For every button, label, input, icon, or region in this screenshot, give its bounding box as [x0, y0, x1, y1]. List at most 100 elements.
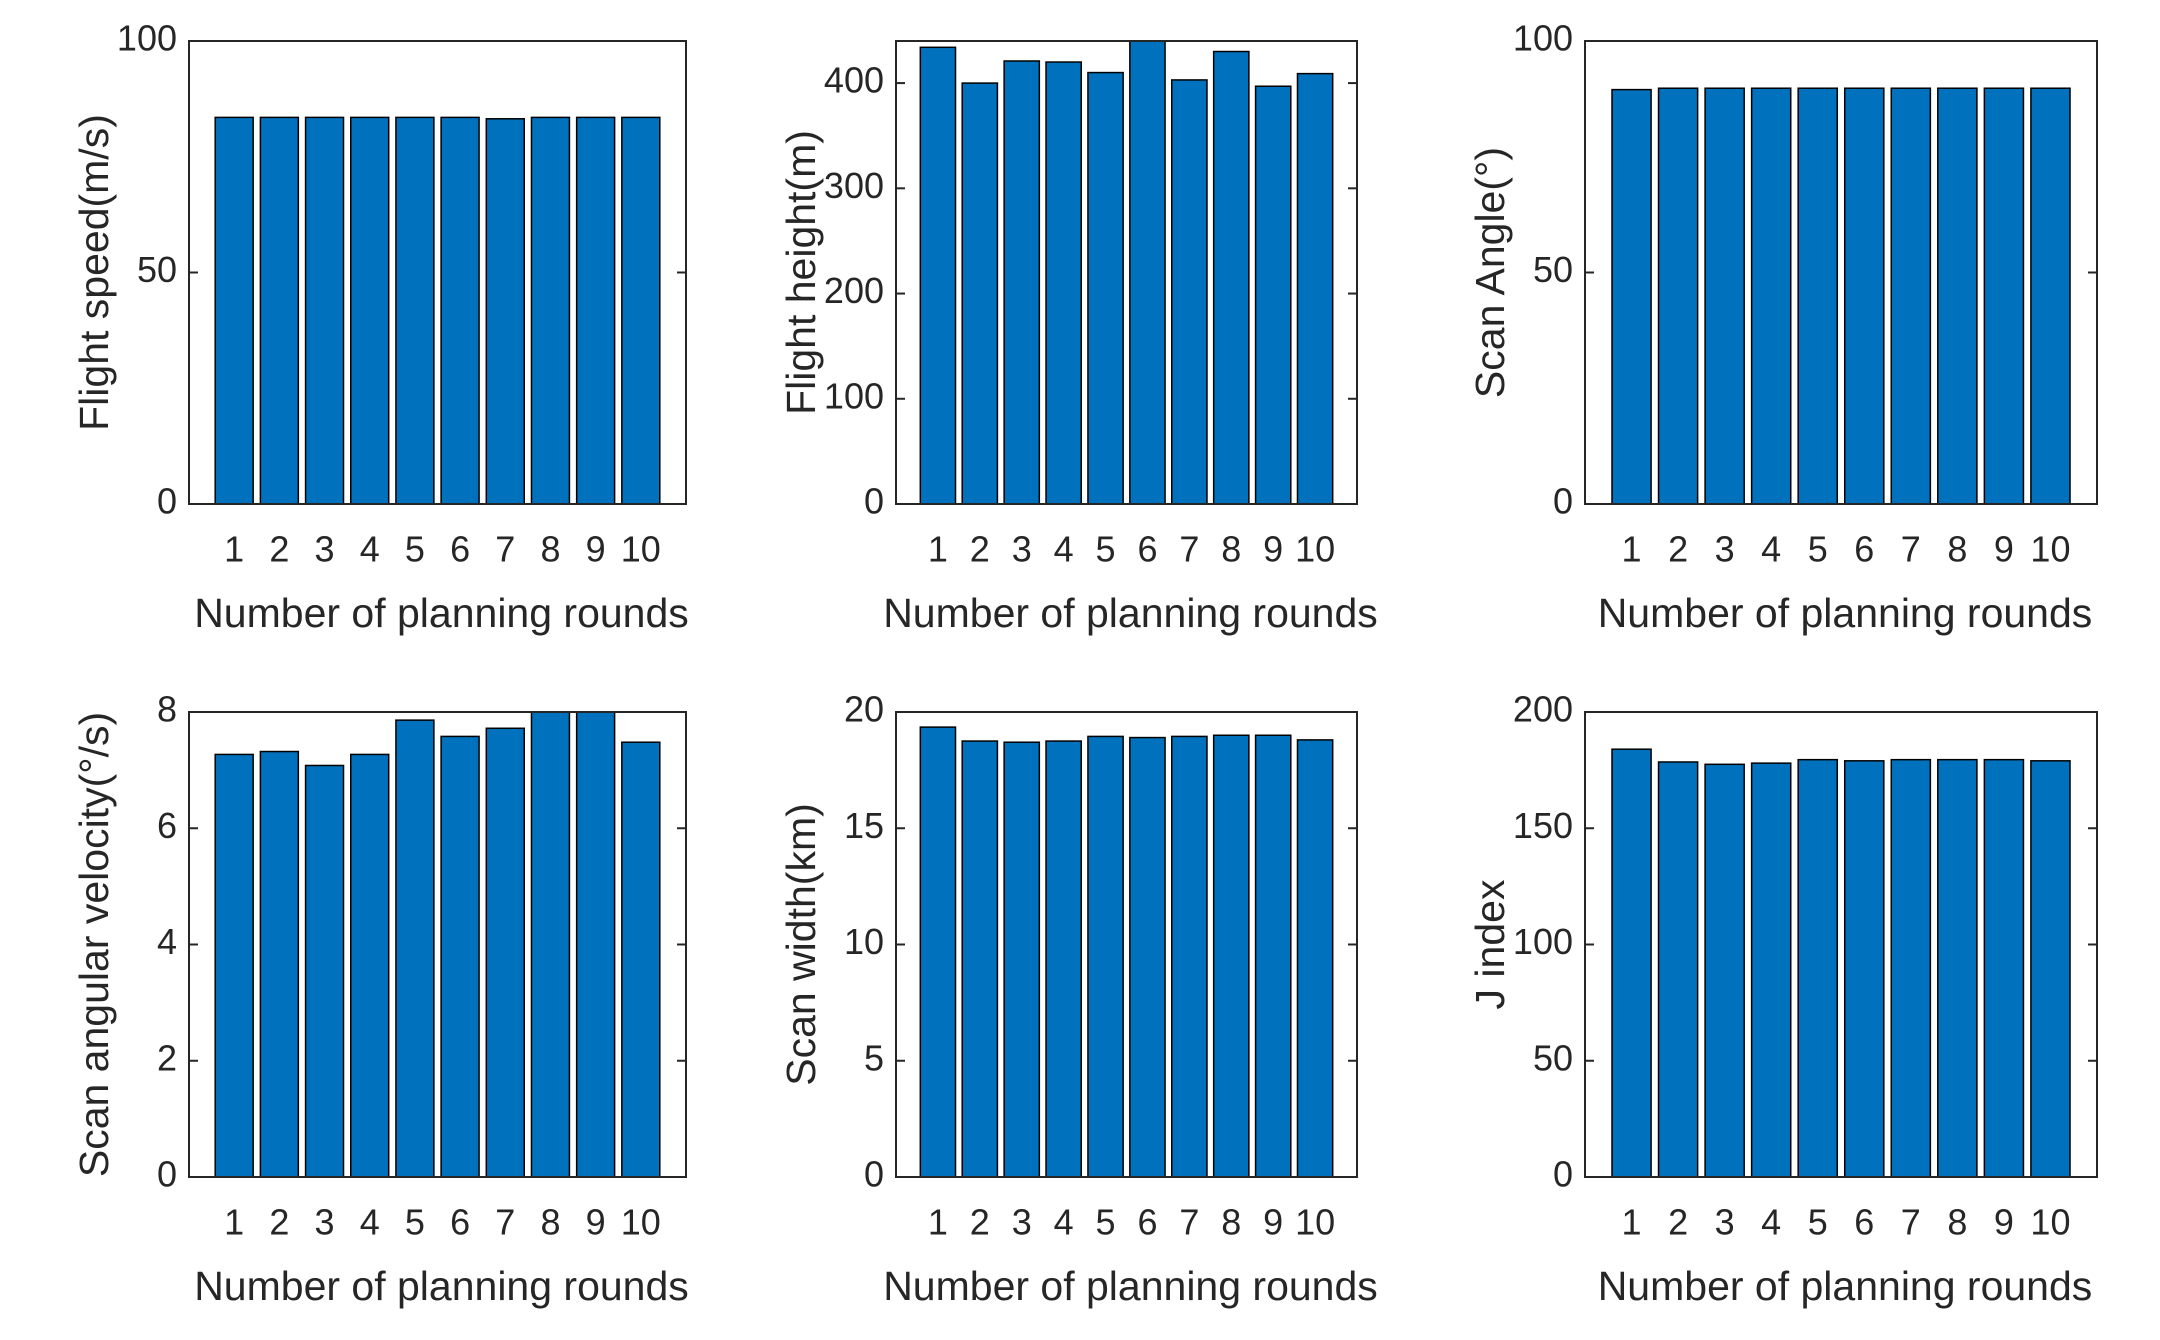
x-tick-label: 9	[1263, 529, 1283, 570]
bar	[1296, 72, 1334, 504]
x-tick-label: 8	[540, 1202, 560, 1243]
bar	[961, 740, 999, 1177]
y-tick-label: 0	[1553, 1154, 1573, 1195]
bar	[1129, 41, 1166, 504]
bar	[1843, 87, 1885, 504]
bar	[1750, 87, 1792, 504]
bar	[1797, 87, 1839, 504]
bar	[919, 46, 957, 504]
x-tick-label: 4	[360, 1202, 380, 1243]
y-tick-label: 300	[824, 165, 884, 206]
bar	[395, 719, 435, 1177]
bar	[961, 82, 999, 504]
x-tick-label: 4	[1761, 529, 1781, 570]
bar	[1657, 761, 1699, 1177]
bar	[259, 116, 300, 504]
x-tick-label: 10	[1295, 1202, 1335, 1243]
x-tick-label: 10	[621, 529, 661, 570]
bar	[1087, 735, 1124, 1177]
x-axis-label: Number of planning rounds	[194, 1263, 689, 1309]
x-tick-label: 5	[1096, 1202, 1116, 1243]
y-tick-label: 100	[117, 18, 177, 59]
bar	[1045, 61, 1082, 504]
x-tick-label: 7	[1901, 1202, 1921, 1243]
bar	[1611, 748, 1652, 1177]
bar	[2030, 87, 2071, 504]
y-tick-label: 150	[1513, 805, 1573, 846]
y-tick-label: 200	[824, 270, 884, 311]
chart-panel: 0 100 200 300 400 1 2 3 4 5 6 7 8 9 10 Number of planni…	[778, 40, 1378, 636]
x-tick-label: 8	[1221, 1202, 1241, 1243]
bar	[1937, 758, 1978, 1177]
x-tick-label: 2	[269, 529, 289, 570]
bar	[1750, 762, 1792, 1177]
x-tick-label: 6	[1137, 1202, 1157, 1243]
y-tick-label: 15	[844, 805, 884, 846]
plot-area	[1611, 87, 2071, 504]
bar	[1890, 758, 1932, 1177]
bar	[1704, 87, 1745, 504]
bar	[2030, 760, 2071, 1177]
x-tick-label: 7	[1901, 529, 1921, 570]
y-tick-label: 0	[864, 481, 884, 522]
x-tick-label: 3	[315, 529, 335, 570]
x-tick-label: 1	[1622, 529, 1642, 570]
x-axis-label: Number of planning rounds	[194, 590, 689, 636]
bar	[1890, 87, 1932, 504]
plot-area	[214, 116, 661, 504]
bar	[1171, 735, 1208, 1177]
bar	[395, 116, 435, 504]
x-tick-label: 6	[1854, 1202, 1874, 1243]
bar	[214, 116, 254, 504]
y-tick-label: 4	[157, 921, 177, 962]
bar	[1843, 760, 1885, 1177]
x-tick-label: 8	[540, 529, 560, 570]
y-axis-label: Scan Angle(°)	[1467, 147, 1513, 398]
x-tick-label: 2	[970, 1202, 990, 1243]
x-tick-label: 7	[495, 529, 515, 570]
bar	[1003, 741, 1041, 1177]
y-tick-label: 8	[157, 689, 177, 730]
plot-area	[1611, 748, 2071, 1177]
x-tick-label: 1	[1622, 1202, 1642, 1243]
x-tick-label: 1	[224, 529, 244, 570]
x-tick-label: 9	[586, 529, 606, 570]
bar	[440, 735, 480, 1177]
x-tick-label: 4	[360, 529, 380, 570]
y-axis-label: Scan width(km)	[778, 803, 824, 1086]
x-axis-label: Number of planning rounds	[1598, 590, 2093, 636]
bar	[575, 116, 616, 504]
bar	[621, 116, 661, 504]
bar	[1212, 734, 1250, 1177]
bar	[350, 753, 390, 1177]
bar	[530, 116, 571, 504]
x-tick-label: 4	[1054, 529, 1074, 570]
bar	[1937, 87, 1978, 504]
y-axis-label: J index	[1467, 879, 1513, 1009]
y-tick-label: 6	[157, 805, 177, 846]
x-tick-label: 9	[1263, 1202, 1283, 1243]
bar	[1983, 87, 2025, 504]
x-tick-label: 3	[1715, 529, 1735, 570]
chart-panel: 0 50 100 1 2 3 4 5 6 7 8 9 10 Number of planning roun…	[1467, 18, 2098, 636]
x-tick-label: 6	[450, 529, 470, 570]
x-tick-label: 4	[1054, 1202, 1074, 1243]
bar	[304, 116, 345, 504]
bar	[1611, 88, 1652, 504]
bar	[350, 116, 390, 504]
bar	[214, 753, 254, 1177]
x-tick-label: 10	[2030, 529, 2070, 570]
y-tick-label: 100	[1513, 921, 1573, 962]
x-tick-label: 3	[1012, 1202, 1032, 1243]
x-tick-label: 7	[495, 1202, 515, 1243]
x-tick-label: 3	[1012, 529, 1032, 570]
y-tick-label: 100	[824, 375, 884, 416]
bar	[1129, 736, 1166, 1177]
x-tick-label: 1	[928, 529, 948, 570]
y-tick-label: 100	[1513, 18, 1573, 59]
chart-panel: 0 50 100 150 200 1 2 3 4 5 6 7 8 9 10 Number of plannin…	[1467, 689, 2098, 1309]
bar	[919, 726, 957, 1177]
x-tick-label: 8	[1947, 529, 1967, 570]
